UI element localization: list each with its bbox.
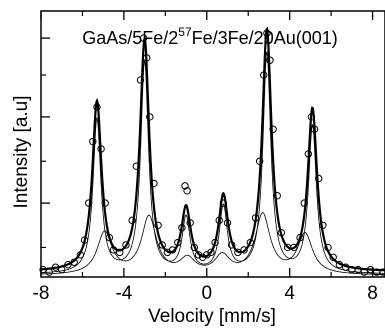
fit-component-curve xyxy=(40,51,385,274)
data-point xyxy=(150,179,158,188)
data-point xyxy=(269,125,277,133)
chart-title-rest: Fe/3Fe/20Au(001) xyxy=(192,28,338,48)
data-point xyxy=(310,125,319,133)
chart-title-base: GaAs/5Fe/2 xyxy=(82,28,178,48)
data-point xyxy=(190,243,199,252)
data-point xyxy=(215,216,223,225)
data-point xyxy=(307,113,316,121)
data-point xyxy=(101,199,109,207)
data-point xyxy=(186,219,194,227)
data-point xyxy=(132,162,141,170)
data-point xyxy=(251,214,260,222)
x-tick-label: 0 xyxy=(201,283,212,304)
data-point xyxy=(168,246,177,254)
data-point xyxy=(329,253,337,261)
data-point xyxy=(89,137,97,146)
data-point xyxy=(183,187,191,195)
data-point xyxy=(335,260,344,269)
fit-component-curve xyxy=(40,212,385,275)
data-point xyxy=(128,216,136,225)
data-point xyxy=(341,263,350,271)
fit-total-curve xyxy=(40,26,385,272)
data-point xyxy=(240,246,248,254)
data-point xyxy=(260,71,268,79)
data-point xyxy=(64,260,72,269)
data-point xyxy=(51,263,60,271)
data-point xyxy=(198,253,207,261)
data-point xyxy=(142,54,151,62)
data-point xyxy=(314,174,323,183)
data-point xyxy=(58,265,66,274)
data-point xyxy=(379,268,385,276)
data-point xyxy=(219,199,228,207)
data-point xyxy=(324,243,332,252)
data-point xyxy=(109,246,118,254)
data-point xyxy=(296,233,304,242)
data-point xyxy=(263,29,271,37)
data-point xyxy=(105,233,114,242)
x-axis-label: Velocity [mm/s] xyxy=(148,306,276,327)
x-tick-label: -4 xyxy=(115,283,132,304)
x-tick-label: -8 xyxy=(33,283,50,304)
data-point xyxy=(354,265,362,274)
data-point xyxy=(207,248,215,257)
data-point xyxy=(181,182,189,190)
data-point xyxy=(304,150,313,158)
data-point xyxy=(93,103,101,111)
data-point xyxy=(158,241,166,249)
data-point xyxy=(84,199,93,207)
data-point xyxy=(122,241,130,249)
data-point xyxy=(174,238,182,247)
data-point xyxy=(366,265,375,274)
data-point xyxy=(227,241,236,249)
plot-frame xyxy=(40,10,385,278)
data-point xyxy=(360,268,368,276)
data-point xyxy=(178,224,186,232)
data-point xyxy=(211,238,219,247)
data-point xyxy=(300,199,308,207)
data-point xyxy=(70,258,78,266)
data-point xyxy=(139,34,148,42)
data-point xyxy=(234,248,242,257)
data-point xyxy=(266,56,274,64)
chart-title: GaAs/5Fe/257Fe/3Fe/20Au(001) xyxy=(82,25,338,48)
data-point xyxy=(290,243,298,252)
data-point xyxy=(97,145,105,153)
data-point xyxy=(136,76,145,84)
y-axis-label: Intensity [a.u] xyxy=(11,95,32,208)
data-point xyxy=(39,265,47,274)
data-point xyxy=(246,238,255,247)
plot-area: -8 -4 0 4 8 xyxy=(33,10,385,304)
x-tick-label: 8 xyxy=(367,283,378,304)
data-point xyxy=(154,221,162,229)
data-point xyxy=(76,251,85,259)
data-point xyxy=(80,236,89,244)
data-point xyxy=(203,251,211,259)
x-tick-label: 4 xyxy=(284,283,295,304)
data-point xyxy=(45,268,53,276)
data-point xyxy=(194,251,203,259)
data-point xyxy=(255,157,264,165)
data-point xyxy=(116,248,124,257)
data-point xyxy=(223,219,232,227)
data-point xyxy=(319,221,327,229)
data-point xyxy=(277,228,286,237)
data-point xyxy=(273,192,281,200)
chart-title-superscript: 57 xyxy=(178,25,192,39)
data-point xyxy=(146,113,154,121)
